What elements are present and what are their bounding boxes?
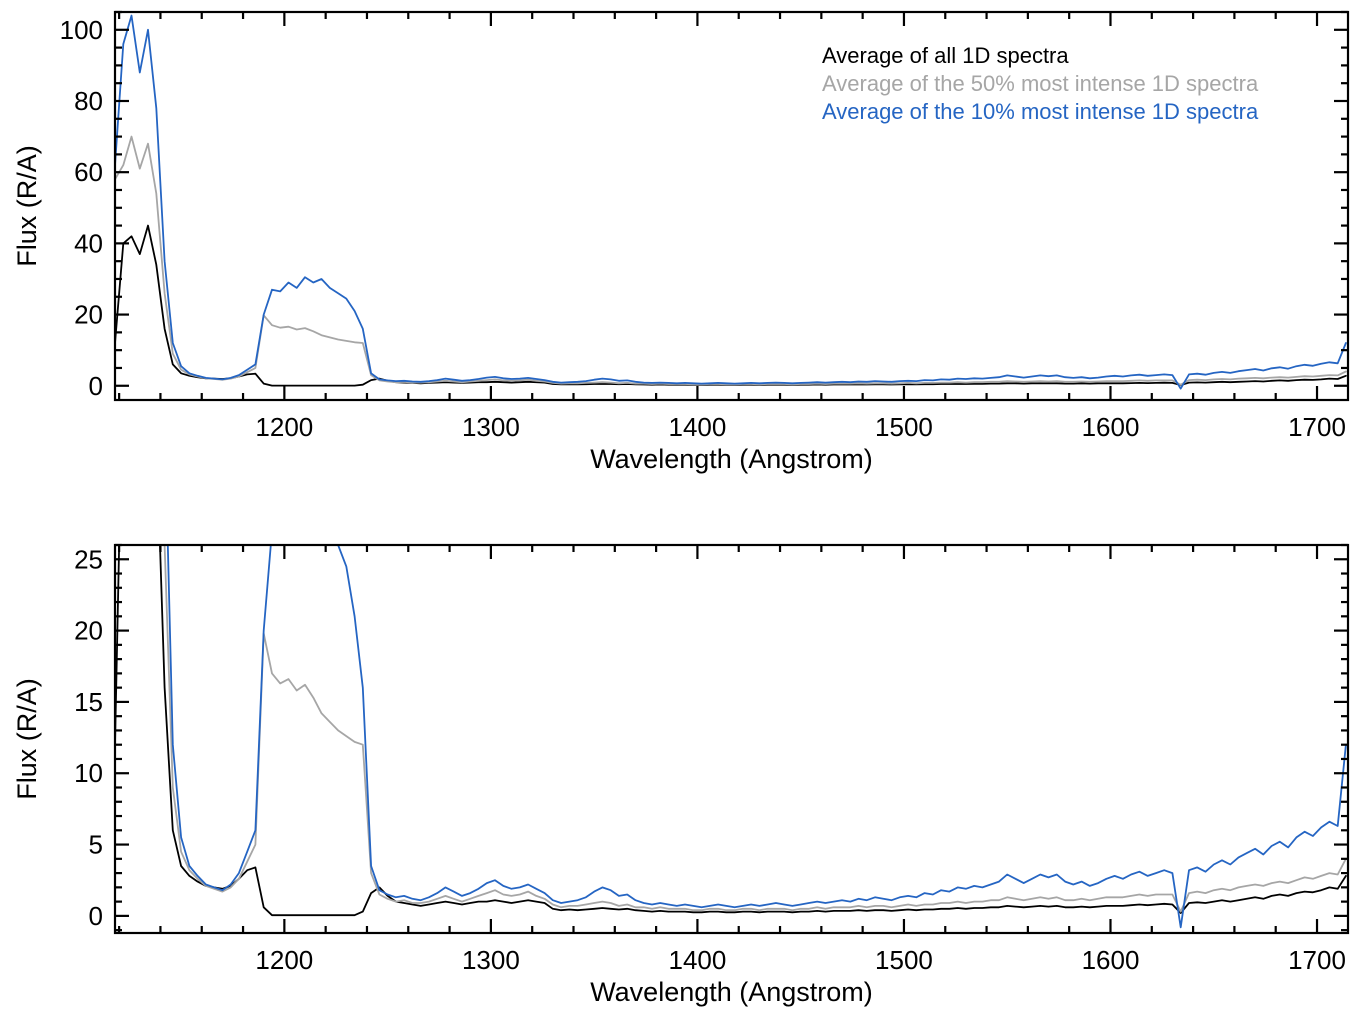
top-panel: 1200 1300 1400 1500 1600 1700 0 20 40 60 80 100 Wave… (12, 10, 1350, 474)
y-tick-label: 40 (74, 228, 103, 258)
legend-entry-10pct-spectra: Average of the 10% most intense 1D spect… (822, 99, 1259, 124)
y-tick-label: 100 (60, 15, 103, 45)
y-tick-label: 80 (74, 86, 103, 116)
x-tick-label: 1300 (462, 945, 520, 975)
bottom-panel: 1200 1300 1400 1500 1600 1700 0 5 10 15 20 25 Wavele… (0, 509, 1365, 1018)
x-tick-label: 1200 (255, 945, 313, 975)
legend-entry-all-spectra: Average of all 1D spectra (822, 43, 1069, 68)
x-tick-label: 1400 (669, 412, 727, 442)
spectrum-line-top50 (115, 135, 1347, 386)
y-tick-label: 20 (74, 616, 103, 646)
x-tick-label: 1700 (1288, 412, 1346, 442)
x-axis-label: Wavelength (Angstrom) (590, 444, 873, 474)
x-axis-label: Wavelength (Angstrom) (590, 977, 873, 1007)
y-tick-label: 10 (74, 758, 103, 788)
x-tick-label: 1500 (875, 412, 933, 442)
x-tick-label: 1600 (1082, 945, 1140, 975)
spectrum-line-top10 (115, 14, 1347, 390)
x-tick-label: 1600 (1082, 412, 1140, 442)
spectrum-line-all (115, 224, 1347, 387)
y-tick-label: 0 (89, 901, 103, 931)
series-group (115, 545, 1347, 929)
x-tick-label: 1500 (875, 945, 933, 975)
x-tick-label: 1400 (669, 945, 727, 975)
y-tick-label: 5 (89, 830, 103, 860)
plot-frame (113, 543, 1350, 935)
spectrum-line-top10 (166, 545, 1347, 929)
spectrum-line-top50 (163, 545, 1347, 913)
plot-frame (113, 10, 1350, 402)
y-axis-label: Flux (R/A) (12, 145, 42, 267)
top-panel-chart: 1200 1300 1400 1500 1600 1700 0 20 40 60 80 100 Wave… (12, 10, 1350, 474)
y-tick-label: 0 (89, 371, 103, 401)
x-tick-label: 1200 (255, 412, 313, 442)
y-tick-label: 15 (74, 687, 103, 717)
y-tick-label: 25 (74, 544, 103, 574)
series-group (115, 14, 1347, 390)
y-tick-label: 60 (74, 157, 103, 187)
spectrum-line-all (115, 545, 1347, 917)
bottom-panel-chart: 1200 1300 1400 1500 1600 1700 0 5 10 15 20 25 Wavele… (12, 543, 1350, 1007)
x-tick-label: 1300 (462, 412, 520, 442)
legend: Average of all 1D spectra Average of the… (822, 42, 1258, 126)
x-tick-label: 1700 (1288, 945, 1346, 975)
y-axis-label: Flux (R/A) (12, 678, 42, 800)
y-tick-label: 20 (74, 300, 103, 330)
legend-entry-50pct-spectra: Average of the 50% most intense 1D spect… (822, 71, 1259, 96)
